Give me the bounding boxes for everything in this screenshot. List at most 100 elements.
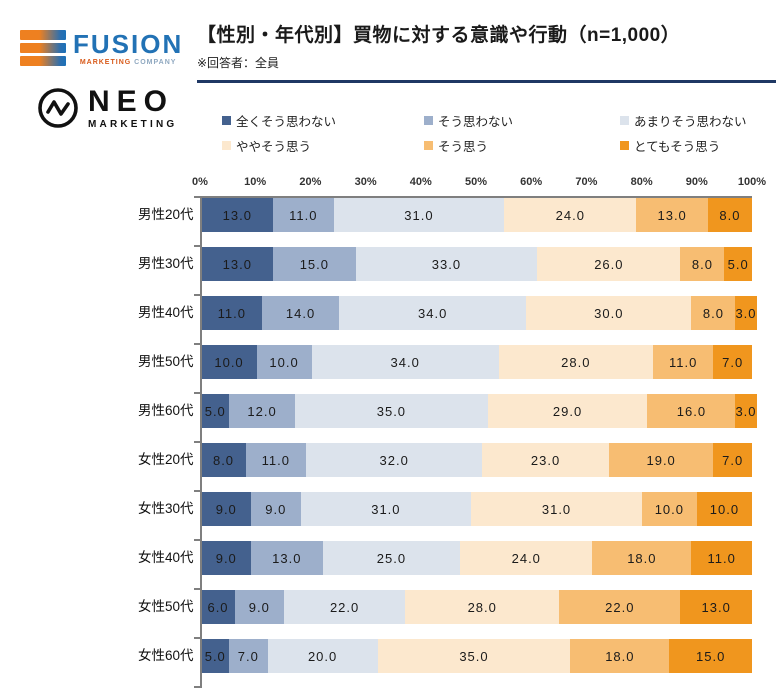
bar-value-label: 13.0 <box>701 599 731 615</box>
bar-segment: 13.0 <box>251 541 323 575</box>
category-label: 女性20代 <box>137 452 194 467</box>
bar-segment: 9.0 <box>251 492 301 526</box>
page-subtitle: ※回答者：全員 <box>197 56 280 70</box>
x-axis-tick-label: 90% <box>685 176 708 188</box>
y-axis-tick <box>194 490 200 492</box>
bar-segment: 11.0 <box>245 443 307 477</box>
bar-value-label: 31.0 <box>541 501 572 517</box>
bar-segment: 34.0 <box>311 345 499 379</box>
bar-value-label: 22.0 <box>329 599 360 615</box>
bar-value-label: 18.0 <box>627 550 657 566</box>
category-label: 男性60代 <box>137 403 194 418</box>
bar-segment: 35.0 <box>377 639 571 673</box>
bar-value-label: 23.0 <box>530 452 561 468</box>
bar-segment: 18.0 <box>592 541 692 575</box>
x-axis-tick <box>200 197 202 202</box>
bar-value-label: 3.0 <box>735 403 757 419</box>
bar-value-label: 13.0 <box>272 550 302 566</box>
legend-marker-icon <box>222 116 231 125</box>
legend-label: そう思わない <box>438 115 514 129</box>
plot-area: 0% 10% 20% 30% 40% 50% 60% 70% 80% 90% 100% 男性20代 13… <box>138 176 766 688</box>
category-label: 女性30代 <box>137 501 194 516</box>
x-axis-tick-label: 80% <box>630 176 653 188</box>
legend-item: そう思わない <box>424 111 620 130</box>
bar-segment: 31.0 <box>333 198 505 232</box>
category-label: 男性30代 <box>137 256 194 271</box>
bar-value-label: 33.0 <box>431 256 462 272</box>
bar-segment: 23.0 <box>482 443 609 477</box>
bar-row: 女性60代 5.0 7.0 20.0 35.0 18.0 15.0 <box>138 639 753 673</box>
bar-segment: 5.0 <box>201 394 230 428</box>
bar-value-label: 11.0 <box>707 550 736 566</box>
x-axis-tick-label: 40% <box>409 176 432 188</box>
bar-value-label: 25.0 <box>376 550 407 566</box>
x-axis-tick-label: 20% <box>299 176 322 188</box>
bar-value-label: 18.0 <box>605 648 635 664</box>
bar-segment: 10.0 <box>641 492 697 526</box>
bar-segment: 15.0 <box>273 247 356 281</box>
bar-segment: 5.0 <box>201 639 230 673</box>
bar-row: 女性40代 9.0 13.0 25.0 24.0 18.0 11.0 <box>138 541 753 575</box>
fusion-logo-bars-icon <box>20 30 66 66</box>
bar-segment: 3.0 <box>735 394 757 428</box>
bar-value-label: 3.0 <box>735 305 757 321</box>
bar-row: 男性40代 11.0 14.0 34.0 30.0 8.0 3.0 <box>138 296 757 330</box>
x-axis-tick-label: 10% <box>244 176 267 188</box>
bar-value-label: 22.0 <box>605 599 635 615</box>
bar-value-label: 28.0 <box>561 354 591 370</box>
x-axis-tick-label: 70% <box>575 176 598 188</box>
y-axis-tick <box>194 392 200 394</box>
x-axis-tick-label: 30% <box>354 176 377 188</box>
y-axis-tick <box>194 686 200 688</box>
x-axis-line <box>200 196 752 198</box>
bar-segment: 11.0 <box>201 296 263 330</box>
category-label: 女性60代 <box>137 648 194 663</box>
bar-segment: 8.0 <box>691 296 736 330</box>
bar-segment: 11.0 <box>652 345 714 379</box>
bar-value-label: 31.0 <box>371 501 401 517</box>
bar-segment: 32.0 <box>306 443 483 477</box>
x-axis-tick-label: 100% <box>737 176 767 188</box>
bar-value-label: 9.0 <box>215 550 237 566</box>
category-label: 女性50代 <box>137 599 194 614</box>
bar-value-label: 5.0 <box>204 403 226 419</box>
legend-marker-icon <box>424 141 433 150</box>
page-title: 【性別・年代別】買物に対する意識や行動（n=1,000） <box>197 25 681 46</box>
stacked-bar-chart: 0% 10% 20% 30% 40% 50% 60% 70% 80% 90% 100% 男性20代 13… <box>0 172 784 696</box>
bar-row: 男性60代 5.0 12.0 35.0 29.0 16.0 3.0 <box>138 394 757 428</box>
bar-value-label: 8.0 <box>702 305 724 321</box>
bar-value-label: 30.0 <box>594 305 624 321</box>
bar-segment: 26.0 <box>537 247 681 281</box>
bar-segment: 15.0 <box>669 639 752 673</box>
bar-value-label: 7.0 <box>237 648 259 664</box>
bar-segment: 5.0 <box>724 247 752 281</box>
bar-segment: 9.0 <box>234 590 285 624</box>
bar-value-label: 13.0 <box>657 207 687 223</box>
bar-value-label: 11.0 <box>261 452 290 468</box>
legend-item: 全くそう思わない <box>222 111 424 130</box>
bar-value-label: 15.0 <box>299 256 329 272</box>
y-axis-tick <box>194 539 200 541</box>
bar-value-label: 16.0 <box>676 403 707 419</box>
bar-segment: 8.0 <box>201 443 246 477</box>
bar-value-label: 32.0 <box>379 452 409 468</box>
bar-value-label: 29.0 <box>552 403 583 419</box>
category-label: 男性50代 <box>137 354 194 369</box>
bar-segment: 34.0 <box>339 296 527 330</box>
bar-value-label: 6.0 <box>207 599 229 615</box>
bar-value-label: 24.0 <box>511 550 541 566</box>
neo-pulse-circle-icon <box>38 88 78 128</box>
bar-value-label: 8.0 <box>691 256 713 272</box>
y-axis-tick <box>194 441 200 443</box>
bar-segment: 9.0 <box>201 492 252 526</box>
bar-segment: 8.0 <box>707 198 752 232</box>
bar-value-label: 13.0 <box>222 207 252 223</box>
bar-segment: 10.0 <box>201 345 257 379</box>
bar-row: 女性20代 8.0 11.0 32.0 23.0 19.0 7.0 <box>138 443 753 477</box>
bar-value-label: 8.0 <box>719 207 741 223</box>
legend-label: とてもそう思う <box>634 140 721 154</box>
bar-value-label: 11.0 <box>668 354 698 370</box>
bar-value-label: 14.0 <box>285 305 316 321</box>
bar-segment: 35.0 <box>295 394 488 428</box>
